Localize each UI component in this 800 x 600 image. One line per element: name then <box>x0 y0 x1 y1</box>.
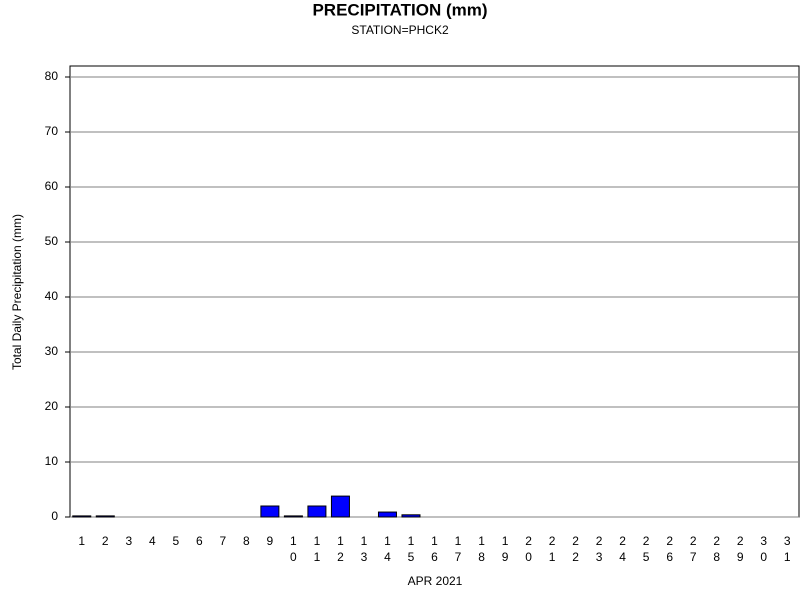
x-tick-label: 24 <box>619 534 626 564</box>
x-tick-label: 26 <box>666 534 673 564</box>
x-tick-label: 21 <box>548 534 556 564</box>
y-tick-label: 80 <box>45 69 59 83</box>
x-tick-label: 20 <box>525 534 532 564</box>
x-tick-label: 15 <box>407 534 415 564</box>
x-tick-label: 6 <box>195 534 203 548</box>
bar <box>401 514 421 518</box>
bar <box>283 515 303 518</box>
x-tick-label: 12 <box>337 534 344 564</box>
bar <box>377 511 397 518</box>
x-tick-label: 30 <box>760 534 768 564</box>
x-tick-label: 16 <box>431 534 438 564</box>
x-tick-label: 27 <box>689 534 697 564</box>
x-tick-label: 13 <box>360 534 368 564</box>
chart-subtitle: STATION=PHCK2 <box>351 23 449 37</box>
y-tick-label: 50 <box>45 234 59 248</box>
bar <box>260 505 280 518</box>
x-tick-label: 9 <box>266 534 274 548</box>
x-tick-label: 1 <box>78 534 86 548</box>
bar <box>95 515 115 518</box>
x-tick-label: 2 <box>101 534 109 548</box>
y-axis-label: Total Daily Precipitation (mm) <box>10 214 24 370</box>
x-tick-label: 5 <box>172 534 180 548</box>
y-tick-label: 40 <box>45 289 59 303</box>
x-tick-label: 3 <box>125 534 133 548</box>
y-tick-label: 0 <box>51 509 58 523</box>
x-tick-label: 7 <box>219 534 227 548</box>
bar <box>307 505 327 518</box>
x-axis-label: APR 2021 <box>408 574 463 588</box>
x-tick-label: 29 <box>736 534 744 564</box>
y-tick-label: 10 <box>45 454 59 468</box>
x-tick-label: 11 <box>313 534 321 564</box>
x-tick-label: 22 <box>572 534 579 564</box>
y-tick-label: 70 <box>45 124 59 138</box>
x-tick-label: 31 <box>783 534 791 564</box>
x-tick-label: 14 <box>384 534 391 564</box>
x-tick-label: 19 <box>501 534 509 564</box>
bar <box>330 495 350 518</box>
bar <box>72 515 92 518</box>
x-tick-label: 18 <box>478 534 485 564</box>
chart-title: PRECIPITATION (mm) <box>312 0 487 19</box>
x-tick-label: 25 <box>642 534 650 564</box>
x-tick-label: 10 <box>290 534 297 564</box>
x-tick-label: 28 <box>713 534 721 564</box>
y-tick-label: 20 <box>45 399 59 413</box>
y-tick-label: 60 <box>45 179 59 193</box>
y-tick-label: 30 <box>45 344 59 358</box>
x-tick-label: 8 <box>243 534 250 548</box>
x-tick-label: 23 <box>595 534 603 564</box>
x-tick-label: 17 <box>454 534 462 564</box>
plot-frame <box>69 65 800 518</box>
x-tick-label: 4 <box>148 534 156 548</box>
